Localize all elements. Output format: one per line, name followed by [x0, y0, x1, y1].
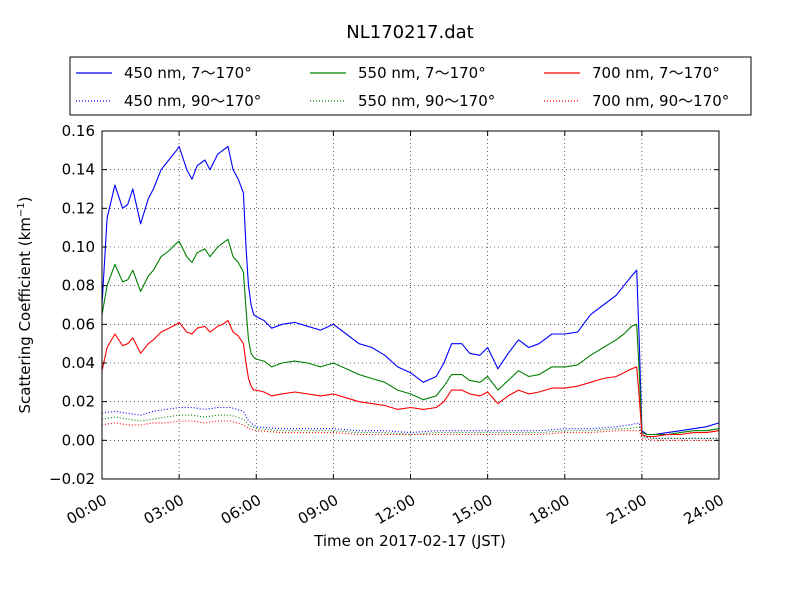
y-tick-label: 0.08: [62, 277, 95, 295]
series-line-2: [101, 319, 720, 438]
legend-label-5: 700 nm, 90～170°: [592, 92, 729, 110]
series-line-3: [101, 406, 719, 439]
legend-label-2: 700 nm, 7～170°: [592, 64, 720, 82]
x-tick-label: 18:00: [526, 491, 572, 528]
series-line-1: [101, 238, 720, 436]
legend-label-0: 450 nm, 7～170°: [124, 64, 252, 82]
y-tick-label: −0.02: [49, 470, 95, 488]
legend: 450 nm, 7～170° 450 nm, 90～170° 550 nm, 7～1…: [69, 56, 752, 116]
y-tick-label: 0.02: [62, 393, 95, 411]
y-axis-label-close: ): [16, 196, 34, 202]
legend-label-3: 450 nm, 90～170°: [124, 92, 261, 110]
axis-ticks: [101, 130, 720, 480]
y-axis-label-superscript: −1: [16, 202, 27, 217]
x-axis-label: Time on 2017-02-17 (JST): [313, 532, 506, 550]
series-line-0: [101, 145, 720, 436]
legend-label-1: 550 nm, 7～170°: [358, 64, 486, 82]
x-tick-label: 12:00: [372, 491, 418, 528]
legend-entries: 450 nm, 7～170° 450 nm, 90～170° 550 nm, 7～1…: [76, 64, 729, 110]
x-tick-label: 24:00: [681, 491, 727, 528]
axis-tick-labels: −0.02 0.00 0.02 0.04 0.06 0.08 0.10 0.12 0.14 0.1…: [49, 122, 727, 528]
legend-label-4: 550 nm, 90～170°: [358, 92, 495, 110]
y-axis-label: Scattering Coefficient (km−1): [16, 196, 34, 413]
x-tick-label: 15:00: [449, 491, 495, 528]
y-tick-label: 0.12: [62, 199, 95, 217]
y-tick-label: 0.06: [62, 315, 95, 333]
x-tick-label: 21:00: [603, 491, 649, 528]
y-tick-label: 0.04: [62, 354, 95, 372]
x-tick-label: 00:00: [64, 491, 110, 528]
grid: [101, 130, 720, 480]
x-tick-label: 09:00: [295, 491, 341, 528]
y-axis-label-main: Scattering Coefficient (km: [16, 217, 34, 413]
series-lines: [101, 145, 720, 441]
x-tick-label: 03:00: [141, 491, 187, 528]
x-tick-label: 06:00: [218, 491, 264, 528]
y-tick-label: 0.10: [62, 238, 95, 256]
y-tick-label: 0.16: [62, 122, 95, 140]
series-line-4: [101, 414, 719, 439]
y-tick-label: 0.14: [62, 161, 95, 179]
chart-title: NL170217.dat: [346, 22, 473, 43]
legend-box: [69, 56, 752, 116]
y-tick-label: 0.00: [62, 431, 95, 449]
